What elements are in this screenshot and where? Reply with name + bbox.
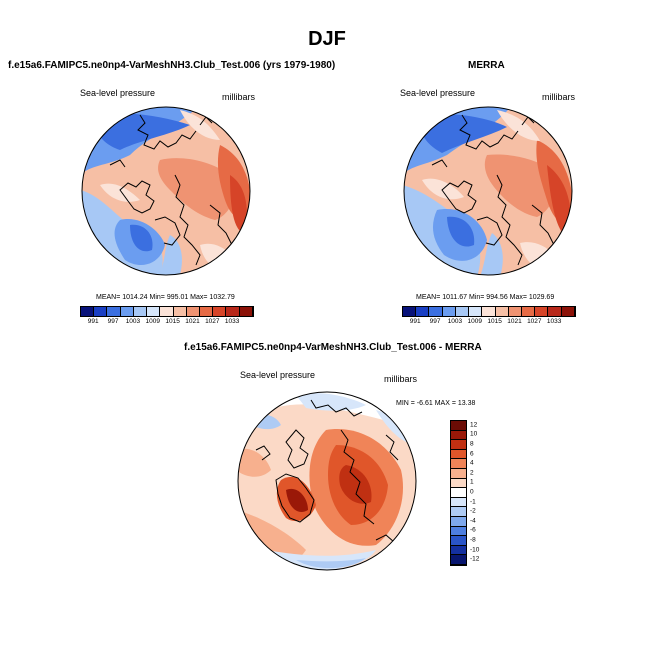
colorbar-tick-label: 1015 xyxy=(487,318,502,325)
colorbar-swatch xyxy=(160,307,174,316)
model-stats: MEAN= 1014.24 Min= 995.01 Max= 1032.79 xyxy=(96,294,235,301)
obs-colorbar xyxy=(402,306,576,317)
colorbar-swatch xyxy=(451,440,466,450)
colorbar-tick-label: 1003 xyxy=(447,318,463,325)
colorbar-tick-label: 1015 xyxy=(165,318,180,325)
colorbar-tick-label: -12 xyxy=(470,555,480,563)
colorbar-swatch xyxy=(186,307,200,316)
colorbar-swatch xyxy=(107,307,121,316)
diff-colorbar xyxy=(450,420,467,566)
colorbar-tick-label: 1003 xyxy=(125,318,141,325)
diff-variable-label: Sea-level pressure xyxy=(240,370,316,380)
colorbar-swatch xyxy=(147,307,161,316)
colorbar-swatch xyxy=(451,516,466,527)
colorbar-swatch xyxy=(226,307,240,316)
model-polar-map xyxy=(81,106,251,276)
colorbar-swatch xyxy=(451,430,466,441)
diff-polar-map xyxy=(237,391,417,571)
diff-stats: MIN = -6.61 MAX = 13.38 xyxy=(396,400,476,407)
model-colorbar xyxy=(80,306,254,317)
colorbar-tick-label: 10 xyxy=(470,430,478,438)
figure-title: DJF xyxy=(308,28,346,50)
colorbar-tick-label: 997 xyxy=(107,318,119,325)
colorbar-swatch xyxy=(451,478,466,489)
colorbar-tick-label: 1009 xyxy=(145,318,160,325)
colorbar-tick-label: -6 xyxy=(470,526,476,534)
colorbar-tick-label: 1 xyxy=(470,478,474,486)
colorbar-swatch xyxy=(120,307,134,316)
obs-variable-label: Sea-level pressure xyxy=(400,88,476,98)
colorbar-swatch xyxy=(535,307,549,316)
colorbar-swatch xyxy=(451,507,466,517)
diff-colorbar-labels: 12 10 8 6 4 2 1 0 -1 -2 -4 -6 -8 -10 -12 xyxy=(470,420,500,564)
colorbar-swatch xyxy=(442,307,456,316)
colorbar-swatch xyxy=(199,307,214,316)
obs-units-label: millibars xyxy=(542,92,576,102)
colorbar-swatch xyxy=(561,307,575,316)
diff-units-label: millibars xyxy=(384,374,418,384)
colorbar-swatch xyxy=(548,307,562,316)
colorbar-swatch xyxy=(508,307,522,316)
colorbar-swatch xyxy=(455,307,470,316)
colorbar-tick-label: 4 xyxy=(470,459,474,467)
colorbar-swatch xyxy=(403,307,417,316)
model-panel-title: f.e15a6.FAMIPC5.ne0np4-VarMeshNH3.Club_T… xyxy=(8,60,336,71)
colorbar-tick-label: 1033 xyxy=(224,318,240,325)
colorbar-swatch xyxy=(482,307,496,316)
colorbar-swatch xyxy=(451,459,466,469)
model-variable-label: Sea-level pressure xyxy=(80,88,156,98)
colorbar-tick-label: 991 xyxy=(409,318,421,325)
colorbar-swatch xyxy=(451,497,466,508)
colorbar-swatch xyxy=(451,488,466,498)
colorbar-swatch xyxy=(451,545,466,556)
colorbar-swatch xyxy=(451,555,466,565)
colorbar-swatch xyxy=(521,307,536,316)
model-units-label: millibars xyxy=(222,92,256,102)
colorbar-swatch xyxy=(239,307,253,316)
colorbar-tick-label: 1027 xyxy=(205,318,220,325)
colorbar-swatch xyxy=(416,307,430,316)
colorbar-swatch xyxy=(451,468,466,479)
colorbar-swatch xyxy=(451,526,466,537)
colorbar-swatch xyxy=(213,307,227,316)
colorbar-tick-label: -10 xyxy=(470,546,480,554)
obs-stats: MEAN= 1011.67 Min= 994.56 Max= 1029.69 xyxy=(416,294,555,301)
colorbar-tick-label: 1027 xyxy=(527,318,542,325)
colorbar-swatch xyxy=(495,307,509,316)
colorbar-tick-label: 1021 xyxy=(507,318,522,325)
colorbar-tick-label: -4 xyxy=(470,517,476,525)
obs-polar-map xyxy=(403,106,573,276)
diff-panel-title: f.e15a6.FAMIPC5.ne0np4-VarMeshNH3.Club_T… xyxy=(184,342,482,353)
colorbar-tick-label: 8 xyxy=(470,440,474,448)
colorbar-swatch xyxy=(451,421,466,431)
colorbar-swatch xyxy=(451,449,466,460)
obs-colorbar-labels: 991 997 1003 1009 1015 1021 1027 1033 xyxy=(402,318,574,328)
colorbar-tick-label: 2 xyxy=(470,469,474,477)
colorbar-tick-label: -1 xyxy=(470,498,476,506)
colorbar-tick-label: 991 xyxy=(87,318,99,325)
model-colorbar-labels: 991 997 1003 1009 1015 1021 1027 1033 xyxy=(80,318,252,328)
colorbar-swatch xyxy=(451,536,466,546)
colorbar-tick-label: 1009 xyxy=(467,318,482,325)
colorbar-tick-label: 6 xyxy=(470,450,474,458)
colorbar-tick-label: -8 xyxy=(470,536,476,544)
colorbar-swatch xyxy=(94,307,108,316)
colorbar-swatch xyxy=(133,307,148,316)
colorbar-swatch xyxy=(469,307,483,316)
colorbar-swatch xyxy=(81,307,95,316)
colorbar-tick-label: 1021 xyxy=(185,318,200,325)
obs-panel-title: MERRA xyxy=(468,60,505,71)
colorbar-tick-label: 0 xyxy=(470,488,474,496)
colorbar-swatch xyxy=(173,307,187,316)
colorbar-tick-label: 997 xyxy=(429,318,441,325)
colorbar-tick-label: 12 xyxy=(470,421,478,429)
colorbar-tick-label: 1033 xyxy=(546,318,562,325)
colorbar-tick-label: -2 xyxy=(470,507,476,515)
colorbar-swatch xyxy=(429,307,443,316)
